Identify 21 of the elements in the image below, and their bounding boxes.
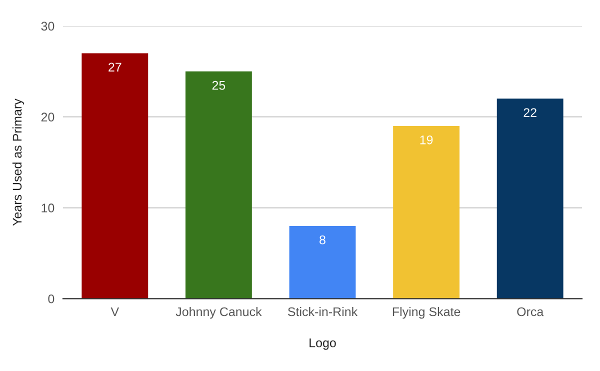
- y-axis-title: Years Used as Primary: [12, 98, 24, 226]
- bar: [289, 226, 356, 299]
- x-axis-title: Logo: [310, 338, 336, 350]
- bar: [393, 126, 460, 299]
- y-tick-label: 0: [48, 294, 54, 304]
- x-tick-label: Flying Skate: [392, 306, 460, 319]
- bar: [496, 98, 564, 299]
- x-tick-label: Johnny Canuck: [176, 306, 262, 319]
- y-tick-label: 30: [41, 22, 54, 31]
- data-label: 27: [108, 62, 122, 72]
- data-label: 22: [524, 108, 536, 117]
- y-tick-label: 20: [41, 112, 54, 122]
- x-tick-label: Stick-in-Rink: [288, 306, 358, 316]
- bar: [185, 71, 252, 299]
- data-label: 19: [420, 135, 433, 144]
- x-tick-label: Orca: [517, 307, 544, 316]
- data-label: 25: [212, 80, 226, 90]
- y-tick-label: 10: [42, 204, 54, 212]
- data-label: 8: [320, 235, 326, 244]
- bar: [82, 53, 148, 299]
- x-tick-label: V: [110, 307, 120, 316]
